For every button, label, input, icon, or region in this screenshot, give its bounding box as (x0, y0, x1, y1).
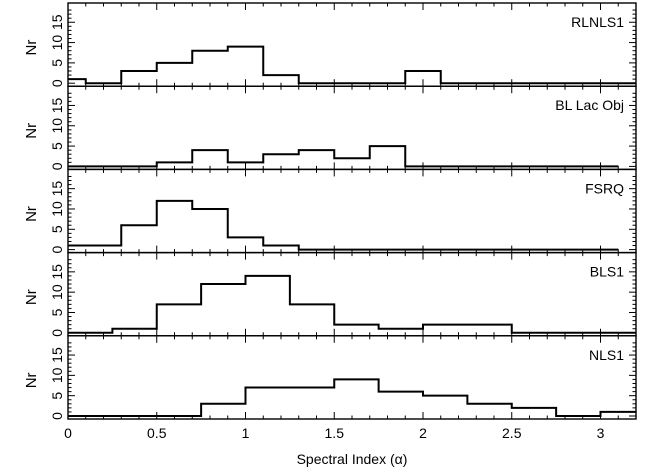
histogram-bin (512, 408, 556, 416)
histogram-bin (228, 237, 264, 249)
histogram-bin (246, 276, 290, 333)
y-tick-label: 0 (49, 329, 65, 337)
histogram-bin (157, 63, 193, 83)
y-tick-label: 15 (49, 97, 65, 113)
histogram-bin (263, 154, 299, 166)
histogram-bin (157, 201, 193, 250)
y-tick-label: 10 (49, 367, 65, 383)
panel-rlnls1: 0 5 10 15 Nr RLNLS1 (23, 2, 637, 87)
y-tick-label: 5 (49, 59, 65, 67)
x-tick-label: 2 (419, 425, 427, 441)
panel-nls1: 0 5 10 15 Nr NLS1 (23, 335, 637, 420)
histogram-bin (121, 225, 157, 249)
panel-bls1: 0 5 10 15 Nr BLS1 (23, 251, 637, 337)
panel-label: RLNLS1 (571, 14, 624, 30)
histogram-bin (192, 51, 228, 84)
panel-label: BL Lac Obj (555, 97, 624, 113)
x-tick-label: 1 (242, 425, 250, 441)
histogram-bin (246, 388, 290, 416)
x-tick-label: 0 (64, 425, 72, 441)
x-axis: 0 0.5 1 1.5 2 2.5 3 (64, 425, 605, 441)
histogram-steps (68, 145, 619, 168)
histogram-bin (379, 329, 423, 333)
x-tick-label: 0.5 (147, 425, 167, 441)
panels-group: 0 5 10 15 Nr RLNLS1 0 5 10 15 Nr BL Lac Obj 0 5 10 15 Nr… (23, 2, 637, 420)
y-tick-label: 15 (49, 264, 65, 280)
y-axis-title: Nr (23, 123, 40, 139)
panel-bl-lac-obj: 0 5 10 15 Nr BL Lac Obj (23, 85, 637, 171)
histogram-bin (157, 304, 201, 332)
histogram-bin (423, 325, 512, 333)
histogram-bin (379, 392, 423, 416)
y-tick-label: 5 (49, 308, 65, 316)
histogram-steps (68, 378, 636, 417)
y-tick-label: 10 (49, 35, 65, 51)
y-tick-label: 5 (49, 392, 65, 400)
y-tick-label: 15 (49, 347, 65, 363)
y-tick-label: 0 (49, 79, 65, 87)
histogram-bin (263, 246, 299, 250)
histogram-bin (192, 209, 228, 250)
histogram-bin (299, 150, 335, 166)
x-tick-label: 1.5 (325, 425, 345, 441)
histogram-bin (290, 304, 334, 332)
y-tick-label: 15 (49, 181, 65, 197)
histogram-bin (68, 79, 86, 83)
histogram-bin (334, 158, 370, 166)
histogram-bin (121, 71, 157, 83)
histogram-bin (405, 71, 441, 83)
panel-fsrq: 0 5 10 15 Nr FSRQ (23, 168, 637, 253)
histogram-steps (68, 274, 636, 334)
histogram-bin (201, 404, 245, 416)
panel-frame (67, 85, 637, 171)
panel-label: FSRQ (585, 180, 624, 196)
y-tick-label: 0 (49, 162, 65, 170)
histogram-bin (467, 404, 511, 416)
histogram-bin (370, 146, 406, 166)
y-tick-label: 15 (49, 14, 65, 30)
histogram-bin (157, 162, 193, 166)
y-tick-label: 10 (49, 201, 65, 217)
y-tick-label: 0 (49, 412, 65, 420)
y-tick-label: 5 (49, 225, 65, 233)
x-tick-label: 3 (597, 425, 605, 441)
histogram-bin (68, 246, 121, 250)
histogram-bin (228, 162, 264, 166)
histogram-bin (290, 388, 334, 416)
histogram-steps (68, 199, 619, 251)
y-tick-label: 10 (49, 284, 65, 300)
y-tick-label: 5 (49, 142, 65, 150)
y-tick-label: 10 (49, 118, 65, 134)
y-axis-title: Nr (23, 372, 40, 388)
x-tick-label: 2.5 (502, 425, 522, 441)
histogram-bin (192, 150, 228, 166)
histogram-bin (334, 325, 378, 333)
histogram-bin (228, 47, 264, 84)
x-axis-title: Spectral Index (α) (297, 451, 408, 467)
y-axis-title: Nr (23, 289, 40, 305)
y-axis-title: Nr (23, 40, 40, 56)
histogram-bin (423, 396, 467, 416)
panel-label: NLS1 (589, 347, 624, 363)
histogram-bin (263, 75, 299, 83)
y-tick-label: 0 (49, 245, 65, 253)
histogram-bin (201, 284, 245, 333)
y-axis-title: Nr (23, 206, 40, 222)
panel-label: BLS1 (590, 264, 624, 280)
panel-frame (67, 251, 637, 337)
histogram-bin (601, 412, 637, 416)
histogram-bin (112, 329, 156, 333)
histogram-bin (334, 379, 378, 416)
histogram-steps (68, 45, 636, 85)
